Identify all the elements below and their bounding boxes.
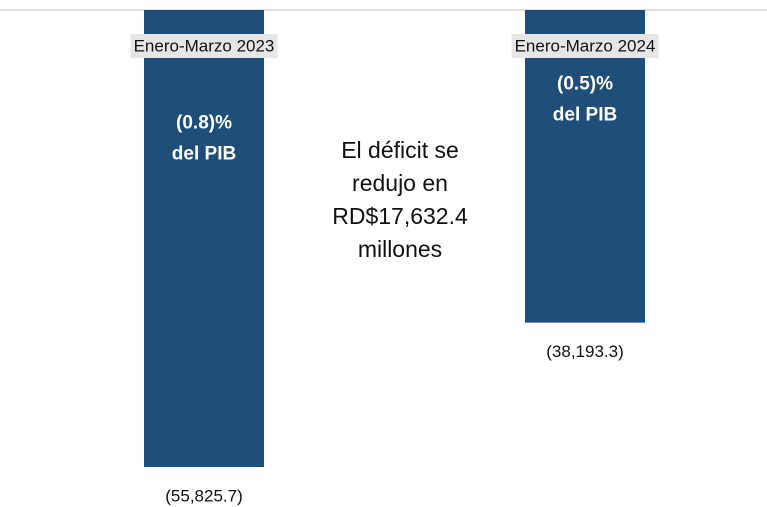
bar xyxy=(144,10,264,467)
annotation: RD$17,632.4 xyxy=(332,203,468,229)
category-label-bg xyxy=(130,34,278,58)
category-label-bg xyxy=(511,34,659,58)
bar xyxy=(525,10,645,323)
category-label: Enero-Marzo 2024 xyxy=(515,36,656,55)
bar-annotation: (0.8)% xyxy=(176,112,232,133)
bar-annotation: del PIB xyxy=(172,143,236,164)
bar-annotation: (0.5)% xyxy=(557,73,613,94)
category-label: Enero-Marzo 2023 xyxy=(134,36,275,55)
value-label: (38,193.3) xyxy=(546,342,624,361)
bar-annotation: del PIB xyxy=(553,104,617,125)
annotation: millones xyxy=(358,236,442,262)
annotation: redujo en xyxy=(352,170,448,196)
value-label: (55,825.7) xyxy=(165,486,243,505)
annotation: El déficit se xyxy=(341,137,459,163)
